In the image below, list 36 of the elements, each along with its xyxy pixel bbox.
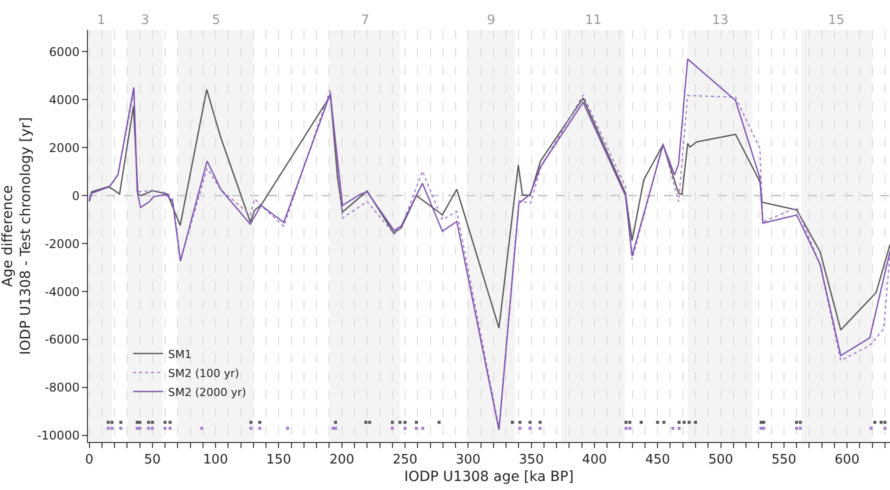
line-series [88,88,890,331]
x-tick-label: 200 [329,452,354,468]
y-tick-label: -10000 [37,428,80,443]
x-tick-label: 100 [203,452,228,468]
x-tick-label: 450 [645,452,670,468]
x-tick-label: 250 [392,452,418,468]
y-tick-label: -2000 [44,236,80,251]
x-tick-label: 600 [834,452,860,468]
x-tick-label: 400 [582,452,607,468]
band-label: 11 [585,13,602,28]
y-axis-title: Age difference IODP U1308 - Test chronology [yr] [0,117,34,355]
band-label: 3 [141,13,150,28]
x-tick-label: 300 [456,452,481,468]
x-tick-label: 550 [771,452,796,468]
y-tick-label: 2000 [49,140,80,155]
x-tick-label: 0 [85,452,94,468]
x-tick-label: 350 [518,452,544,468]
legend-label: SM2 (2000 yr) [168,386,246,399]
y-tick-label: -8000 [44,380,80,395]
band-label: 13 [712,13,729,28]
band-label: 5 [212,13,220,28]
band-label: 7 [361,13,370,28]
band-label: 1 [97,13,106,28]
y-tick-label: -6000 [44,332,80,347]
legend-label: SM1 [168,348,192,361]
x-tick-label: 150 [266,452,292,468]
band-label: 15 [828,13,845,28]
y-tick-label: -4000 [44,284,80,299]
legend-label: SM2 (100 yr) [168,366,240,380]
y-tick-label: 4000 [49,92,80,107]
x-axis-title: IODP U1308 age [ka BP] [404,468,574,485]
x-tick-label: 500 [708,452,734,468]
y-tick-label: 0 [72,188,80,203]
y-tick-label: 6000 [49,44,80,59]
x-tick-label: 50 [144,452,161,468]
band-label: 9 [487,13,496,28]
